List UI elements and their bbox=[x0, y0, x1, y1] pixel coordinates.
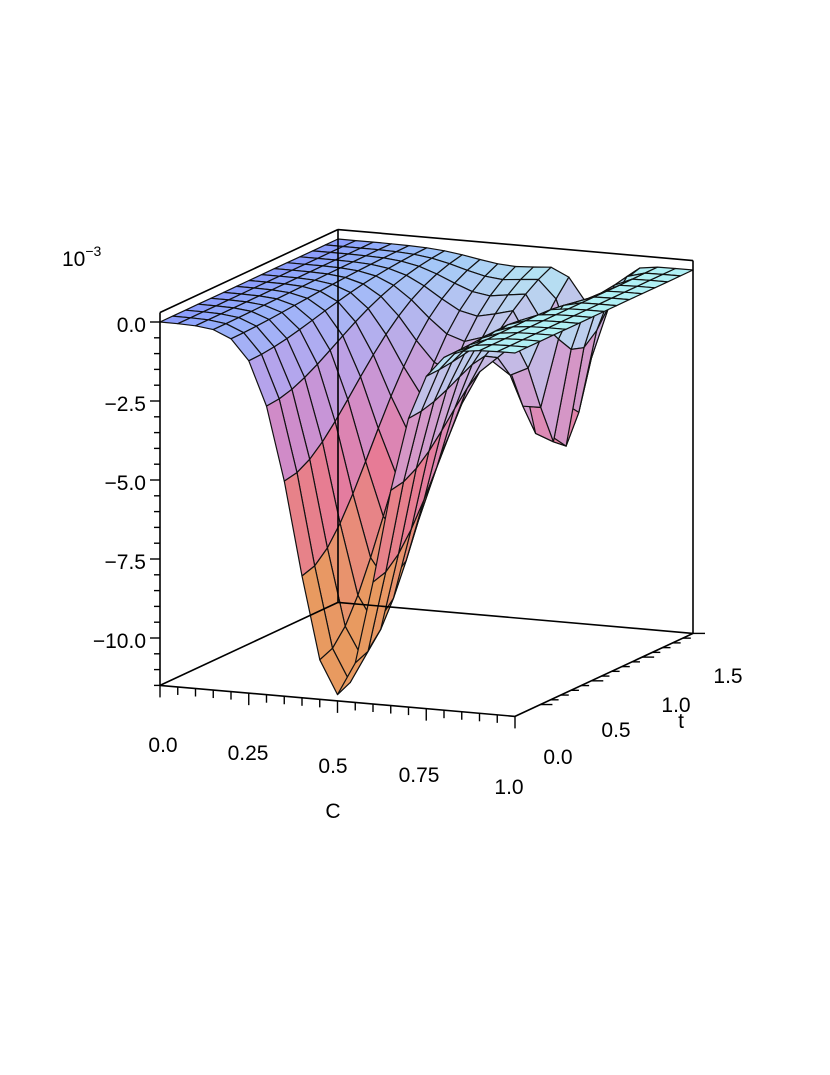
y-tick-label-2: 1.0 bbox=[661, 694, 690, 717]
z-scale-label: 10−3 bbox=[62, 243, 102, 271]
z-tick-label-4: −10.0 bbox=[93, 630, 146, 653]
x-tick-label-2: 0.5 bbox=[318, 755, 347, 778]
top-left-edge bbox=[159, 228, 339, 314]
y-tick-label-3: 1.5 bbox=[713, 665, 742, 688]
x-tick-label-0: 0.0 bbox=[148, 734, 177, 757]
surface-patch bbox=[336, 650, 369, 696]
y-tick-label-1: 0.5 bbox=[601, 719, 630, 742]
floor-back-left-edge bbox=[159, 601, 339, 687]
y-tick-label-0: 0.0 bbox=[543, 746, 572, 769]
z-tick-label-0: 0.0 bbox=[117, 314, 146, 337]
x-tick-label-4: 1.0 bbox=[494, 776, 523, 799]
top-back-edge bbox=[337, 228, 694, 262]
z-tick-label-1: −2.5 bbox=[105, 393, 146, 416]
tick-marks bbox=[150, 321, 705, 729]
x-axis-label: C bbox=[325, 800, 340, 823]
x-tick-label-1: 0.25 bbox=[228, 742, 269, 765]
z-tick-label-3: −7.5 bbox=[105, 551, 146, 574]
floor-back-edge bbox=[337, 601, 694, 635]
x-tick-label-3: 0.75 bbox=[399, 764, 440, 787]
z-tick-label-2: −5.0 bbox=[105, 472, 146, 495]
y-axis-label: t bbox=[678, 710, 684, 733]
surface-mesh bbox=[159, 238, 694, 696]
